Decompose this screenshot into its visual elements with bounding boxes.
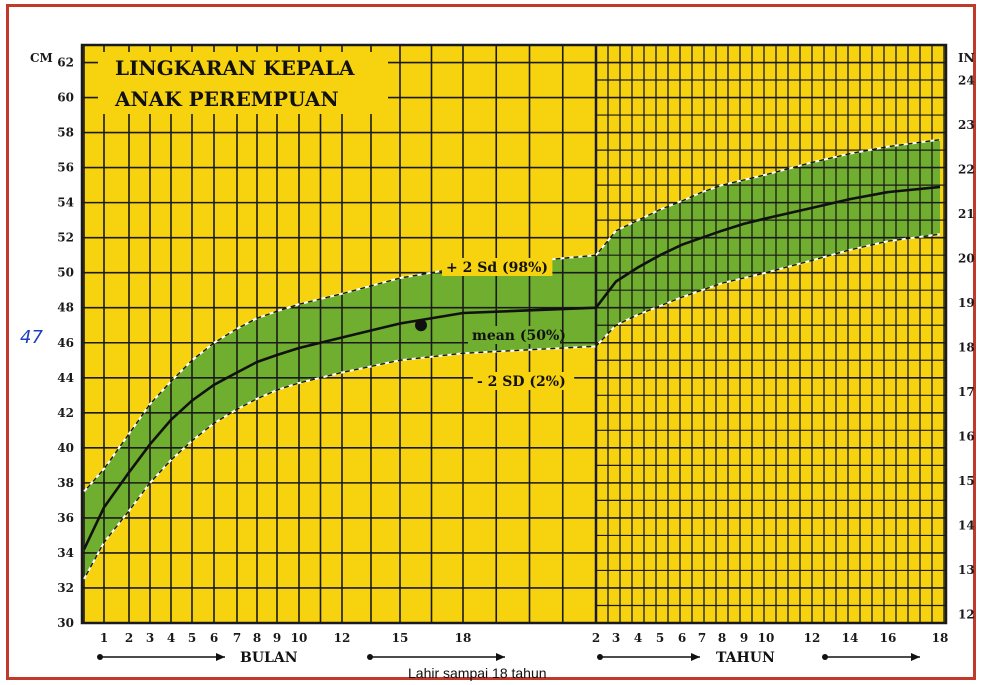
y-right-tick: 14 (958, 519, 975, 533)
y-left-tick: 60 (57, 91, 74, 105)
series-line-0-shadow (83, 139, 941, 492)
chart-caption: Lahir sampai 18 tahun (408, 665, 547, 681)
x-month-tick: 15 (392, 631, 409, 645)
y-right-tick: 16 (958, 430, 975, 444)
months-arrow-right-head (496, 653, 505, 661)
y-left-tick: 58 (57, 126, 74, 140)
chart-title-line-1: LINGKARAN KEPALA (115, 56, 355, 80)
y-left-tick: 46 (57, 336, 74, 350)
y-right-unit-label: IN (958, 51, 975, 65)
series-annotation-layer: + 2 Sd (98%) mean (50%) - 2 SD (2%) (442, 258, 575, 390)
years-arrow-right-head (911, 653, 920, 661)
y-right-tick: 24 (958, 74, 975, 88)
sd-band-layer (84, 139, 940, 580)
plot-border (80, 43, 948, 625)
series-label-bg-2 (473, 372, 575, 390)
y-right-tick: 22 (958, 163, 975, 177)
x-month-tick: 5 (188, 631, 196, 645)
y-right-tick: 21 (958, 207, 975, 221)
x-year-tick: 16 (880, 631, 897, 645)
x-year-tick: 5 (656, 631, 664, 645)
sd-band (84, 139, 940, 580)
x-month-tick: 12 (334, 631, 351, 645)
x-month-tick: 10 (291, 631, 308, 645)
y-left-tick: 52 (57, 231, 74, 245)
x-year-tick: 7 (698, 631, 706, 645)
y-left-tick: 62 (57, 56, 74, 70)
y-left-tick: 40 (57, 441, 74, 455)
x-years-label: TAHUN (716, 650, 775, 666)
months-arrow-left-start (97, 654, 103, 660)
y-right-tick: 15 (958, 474, 975, 488)
series-label-2: - 2 SD (2%) (477, 374, 566, 390)
x-year-tick: 2 (592, 631, 600, 645)
x-month-tick: 3 (146, 631, 154, 645)
years-arrow-right-start (822, 654, 828, 660)
months-arrow-left-head (216, 653, 225, 661)
y-left-unit-label: CM (30, 51, 53, 65)
x-year-tick: 18 (932, 631, 949, 645)
x-months-label: BULAN (240, 650, 298, 666)
y-left-tick: 54 (57, 196, 74, 210)
x-year-tick: 9 (740, 631, 748, 645)
handwritten-value-note: 47 (20, 327, 43, 348)
y-left-tick: 48 (57, 301, 74, 315)
chart-title-line-2: ANAK PEREMPUAN (114, 87, 339, 111)
y-right-tick: 18 (958, 341, 975, 355)
years-arrow-left-head (691, 653, 700, 661)
months-arrow-right-start (367, 654, 373, 660)
marked-point (415, 319, 427, 332)
x-year-tick: 12 (804, 631, 821, 645)
x-month-tick: 18 (455, 631, 472, 645)
y-right-tick: 23 (958, 118, 975, 132)
y-left-ticks: 30 32 34 36 38 40 42 44 46 48 50 52 54 56 58 60 62 (57, 56, 74, 630)
x-month-tick: 9 (273, 631, 281, 645)
x-year-tick: 6 (678, 631, 686, 645)
y-left-tick: 38 (57, 476, 74, 490)
y-left-tick: 44 (57, 371, 74, 385)
series-line-1 (82, 185, 941, 550)
x-month-tick: 2 (125, 631, 133, 645)
x-month-tick: 1 (100, 631, 108, 645)
y-right-tick: 19 (958, 296, 975, 310)
x-month-tick: 4 (167, 631, 175, 645)
x-year-tick: 3 (612, 631, 620, 645)
y-left-tick: 30 (57, 616, 74, 630)
title-box (98, 52, 388, 114)
axis-arrows (97, 653, 920, 661)
series-line-2-shadow (83, 233, 941, 580)
series-label-bg-0 (442, 258, 553, 276)
series-label-1: mean (50%) (472, 328, 566, 344)
y-left-tick: 32 (57, 581, 74, 595)
y-right-ticks: 12 13 14 15 16 17 18 19 20 21 22 23 24 (958, 74, 975, 622)
y-right-tick: 12 (958, 608, 975, 622)
y-left-tick: 50 (57, 266, 74, 280)
x-year-tick: 8 (718, 631, 726, 645)
x-year-tick: 14 (842, 631, 859, 645)
x-month-tick: 7 (233, 631, 241, 645)
y-right-tick: 17 (958, 385, 975, 399)
y-left-tick: 36 (57, 511, 74, 525)
y-left-tick: 56 (57, 161, 74, 175)
years-arrow-left-start (597, 654, 603, 660)
y-right-tick: 13 (958, 563, 975, 577)
x-year-tick: 4 (634, 631, 642, 645)
x-year-tick: 10 (758, 631, 775, 645)
y-left-tick: 34 (57, 546, 74, 560)
y-right-tick: 20 (958, 252, 975, 266)
y-left-tick: 42 (57, 406, 74, 420)
x-month-tick: 8 (253, 631, 261, 645)
series-label-bg-1 (468, 326, 560, 344)
series-label-0: + 2 Sd (98%) (446, 260, 548, 276)
x-ticks: 1 2 3 4 5 6 7 8 9 10 12 15 18 2 3 4 5 6 7 8 9 10 12 14 16 18 (100, 631, 949, 645)
x-month-tick: 6 (210, 631, 218, 645)
